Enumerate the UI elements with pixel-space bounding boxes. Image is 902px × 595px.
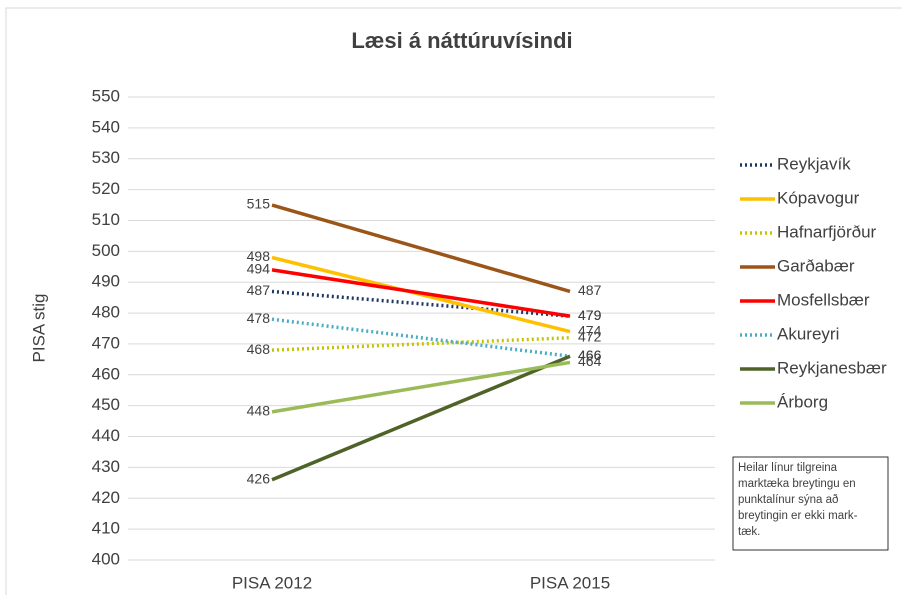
legend-label: Árborg — [777, 392, 828, 411]
data-label: 487 — [578, 282, 602, 298]
data-label: 472 — [578, 328, 602, 344]
legend-label: Kópavogur — [777, 188, 860, 207]
annotation-box — [732, 456, 889, 551]
y-tick-label: 400 — [92, 549, 120, 568]
data-label: 474 — [578, 322, 602, 338]
series-line — [271, 360, 571, 414]
data-label: 515 — [247, 196, 271, 212]
annotation-text: punktalínur sýna að — [738, 494, 838, 506]
legend-label: Mosfellsbær — [777, 290, 870, 309]
data-label: 479 — [578, 307, 602, 323]
data-label: 478 — [247, 310, 271, 326]
annotation-text: marktæka breytingu en — [738, 478, 856, 490]
y-tick-label: 520 — [92, 179, 120, 198]
annotation-text: Heilar línur tilgreina — [738, 462, 838, 474]
y-tick-label: 410 — [92, 519, 120, 538]
y-tick-label: 420 — [92, 488, 120, 507]
y-tick-label: 480 — [92, 303, 120, 322]
y-tick-label: 500 — [92, 241, 120, 260]
y-tick-label: 450 — [92, 395, 120, 414]
data-label: 466 — [578, 347, 602, 363]
data-label: 479 — [578, 307, 602, 323]
y-tick-label: 430 — [92, 457, 120, 476]
legend-label: Akureyri — [777, 324, 839, 343]
data-label: 487 — [247, 282, 271, 298]
y-axis-label: PISA stig — [29, 294, 48, 363]
data-label: 426 — [247, 470, 271, 486]
data-label: 494 — [247, 261, 271, 277]
data-label: 466 — [578, 347, 602, 363]
y-tick-label: 550 — [92, 86, 120, 105]
x-tick-label: PISA 2015 — [530, 573, 610, 592]
annotation-text: breytingin er ekki mark- — [738, 510, 858, 522]
y-tick-label: 530 — [92, 148, 120, 167]
y-tick-label: 510 — [92, 210, 120, 229]
legend-label: Hafnarfjörður — [777, 222, 877, 241]
legend-label: Reykjanesbær — [777, 358, 887, 377]
series-line — [271, 354, 571, 482]
legend-label: Reykjavík — [777, 154, 851, 173]
x-tick-label: PISA 2012 — [232, 573, 312, 592]
series-line — [271, 317, 571, 359]
data-label: 448 — [247, 403, 271, 419]
series-line — [271, 268, 571, 318]
chart-title: Læsi á náttúruvísindi — [351, 28, 572, 53]
y-tick-label: 540 — [92, 117, 120, 136]
legend-label: Garðabær — [777, 256, 855, 275]
data-label: 498 — [247, 248, 271, 264]
data-label: 468 — [247, 341, 271, 357]
y-tick-label: 470 — [92, 333, 120, 352]
annotation-text: tæk. — [738, 526, 760, 538]
y-tick-label: 490 — [92, 272, 120, 291]
y-tick-label: 440 — [92, 426, 120, 445]
y-tick-label: 460 — [92, 364, 120, 383]
series-line — [271, 203, 571, 294]
data-label: 464 — [578, 353, 602, 369]
